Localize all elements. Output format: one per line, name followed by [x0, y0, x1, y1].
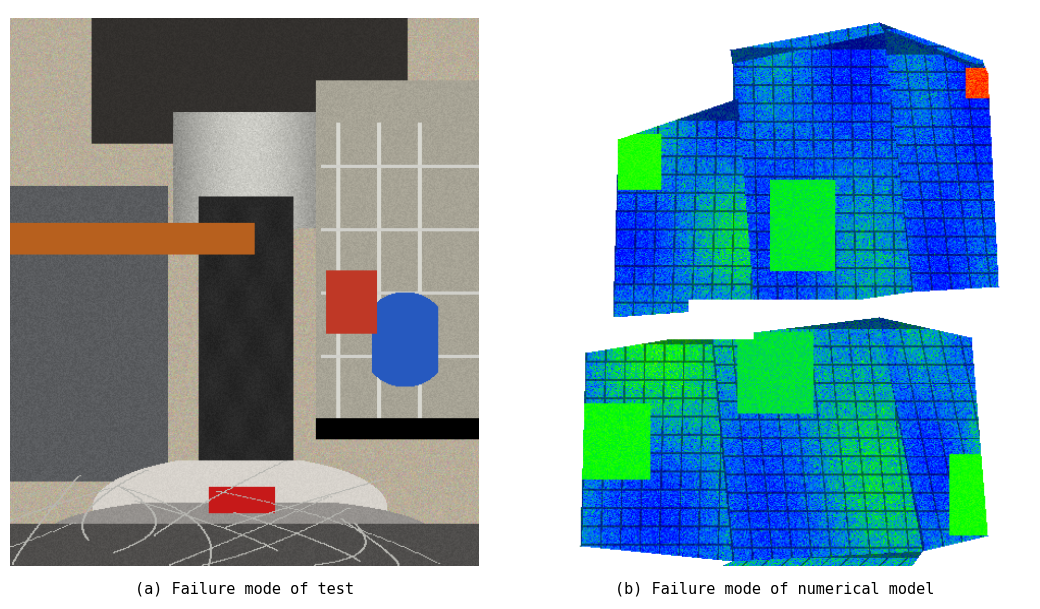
- Text: (a) Failure mode of test: (a) Failure mode of test: [135, 582, 354, 597]
- Text: (b) Failure mode of numerical model: (b) Failure mode of numerical model: [615, 582, 935, 597]
